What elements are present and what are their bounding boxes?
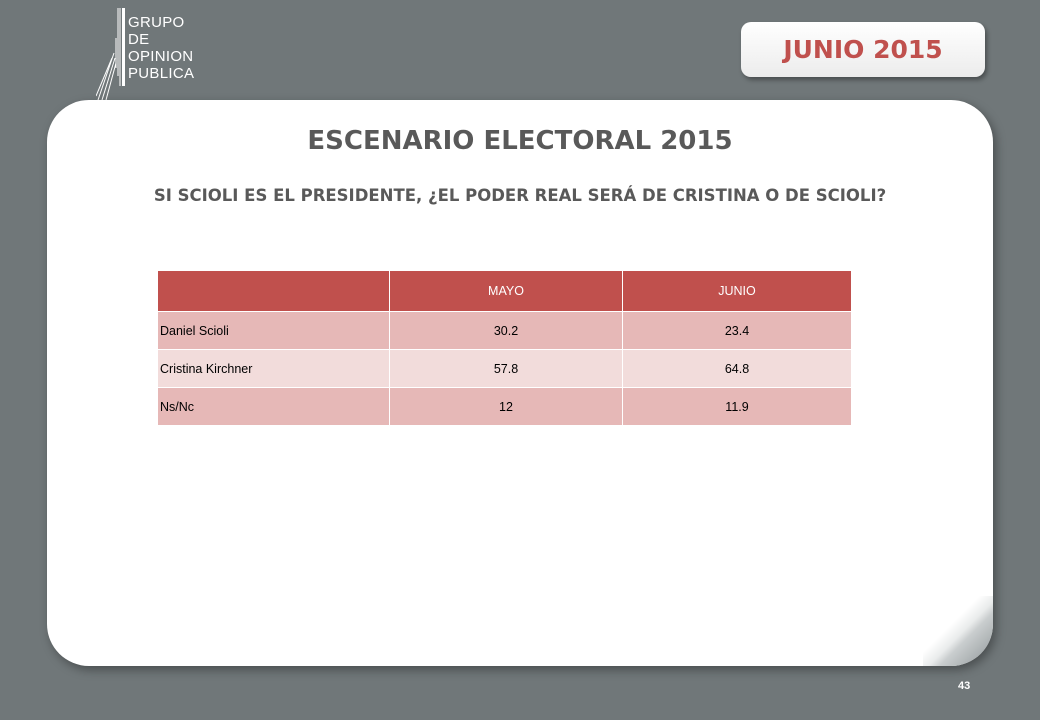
logo-text: GRUPO DE OPINION PUBLICA <box>128 14 194 82</box>
row-label: Cristina Kirchner <box>157 349 390 388</box>
table-cell: 11.9 <box>622 387 852 426</box>
logo-line: GRUPO <box>128 14 185 31</box>
month-badge: JUNIO 2015 <box>741 22 985 77</box>
table-row: Ns/Nc 12 11.9 <box>157 387 852 426</box>
page-title: ESCENARIO ELECTORAL 2015 <box>307 126 733 156</box>
row-label: Ns/Nc <box>157 387 390 426</box>
page-subtitle: SI SCIOLI ES EL PRESIDENTE, ¿EL PODER RE… <box>153 186 887 205</box>
table-cell: 12 <box>389 387 623 426</box>
row-label: Daniel Scioli <box>157 311 390 350</box>
page-curl <box>923 596 993 666</box>
logo-line: DE <box>128 31 150 48</box>
table-header-row: MAYO JUNIO <box>157 270 852 312</box>
table-cell: 30.2 <box>389 311 623 350</box>
page-number: 43 <box>958 680 971 692</box>
logo-mark-icon <box>96 8 125 100</box>
table-row: Cristina Kirchner 57.8 64.8 <box>157 349 852 388</box>
logo-line: PUBLICA <box>128 65 195 82</box>
table-header-cell <box>157 270 390 312</box>
table-cell: 64.8 <box>622 349 852 388</box>
results-table: MAYO JUNIO Daniel Scioli 30.2 23.4 Crist… <box>157 270 852 426</box>
table-header-cell: JUNIO <box>622 270 852 312</box>
table-header-cell: MAYO <box>389 270 623 312</box>
table-row: Daniel Scioli 30.2 23.4 <box>157 311 852 350</box>
table-cell: 23.4 <box>622 311 852 350</box>
table-cell: 57.8 <box>389 349 623 388</box>
logo-line: OPINION <box>128 48 194 65</box>
